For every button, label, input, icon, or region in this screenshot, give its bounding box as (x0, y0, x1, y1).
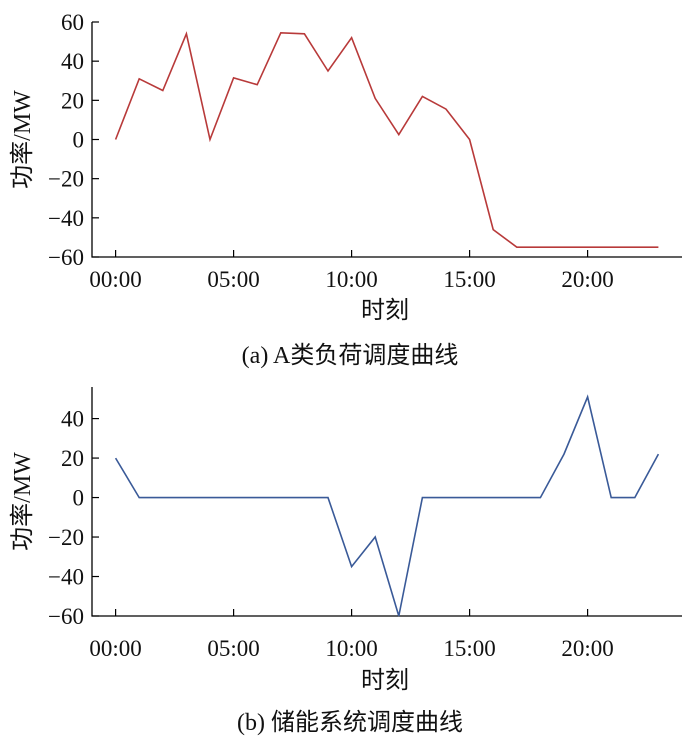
y-tick-label: −60 (48, 604, 84, 629)
y-tick-label: 0 (73, 128, 85, 153)
chart-caption: (b) 储能系统调度曲线 (237, 709, 463, 736)
x-tick-label: 05:00 (207, 267, 259, 292)
chart-panel-2: −60 −40 −20 0 20 40 00:00 05:00 10:00 15:00 20:00 功… (9, 387, 682, 736)
y-tick-label: −20 (48, 167, 84, 192)
x-tick-label: 05:00 (207, 636, 259, 661)
y-tick-label: −40 (48, 565, 84, 590)
x-axis-title: 时刻 (361, 667, 409, 694)
y-tick-label: 20 (61, 88, 84, 113)
y-tick-label: −60 (48, 245, 84, 270)
x-tick-label: 20:00 (561, 636, 613, 661)
y-tick-label: 20 (61, 446, 84, 471)
y-tick-label: 0 (73, 486, 85, 511)
y-tick-label: −20 (48, 525, 84, 550)
axes-spines (91, 22, 682, 258)
series-line (114, 394, 660, 617)
x-tick-label: 20:00 (561, 267, 613, 292)
x-tick-label: 10:00 (325, 636, 377, 661)
series-line (114, 31, 659, 248)
y-axis-title: 功率/MW (9, 452, 36, 551)
y-tick-label: 40 (61, 49, 84, 74)
x-axis-title: 时刻 (361, 297, 409, 324)
y-tick-label: −40 (48, 206, 84, 231)
y-tick-label: 40 (61, 407, 84, 432)
x-tick-label: 00:00 (89, 267, 141, 292)
y-tick-label: 60 (61, 10, 84, 35)
x-tick-label: 00:00 (89, 636, 141, 661)
y-axis-title: 功率/MW (9, 90, 36, 189)
chart-caption: (a) A类负荷调度曲线 (242, 342, 459, 369)
chart-panel-1: −60 −40 −20 0 20 40 60 00:00 05:00 10:00 15:00 20:0… (9, 10, 682, 369)
x-tick-label: 15:00 (443, 636, 495, 661)
x-tick-label: 15:00 (443, 267, 495, 292)
x-tick-label: 10:00 (325, 267, 377, 292)
